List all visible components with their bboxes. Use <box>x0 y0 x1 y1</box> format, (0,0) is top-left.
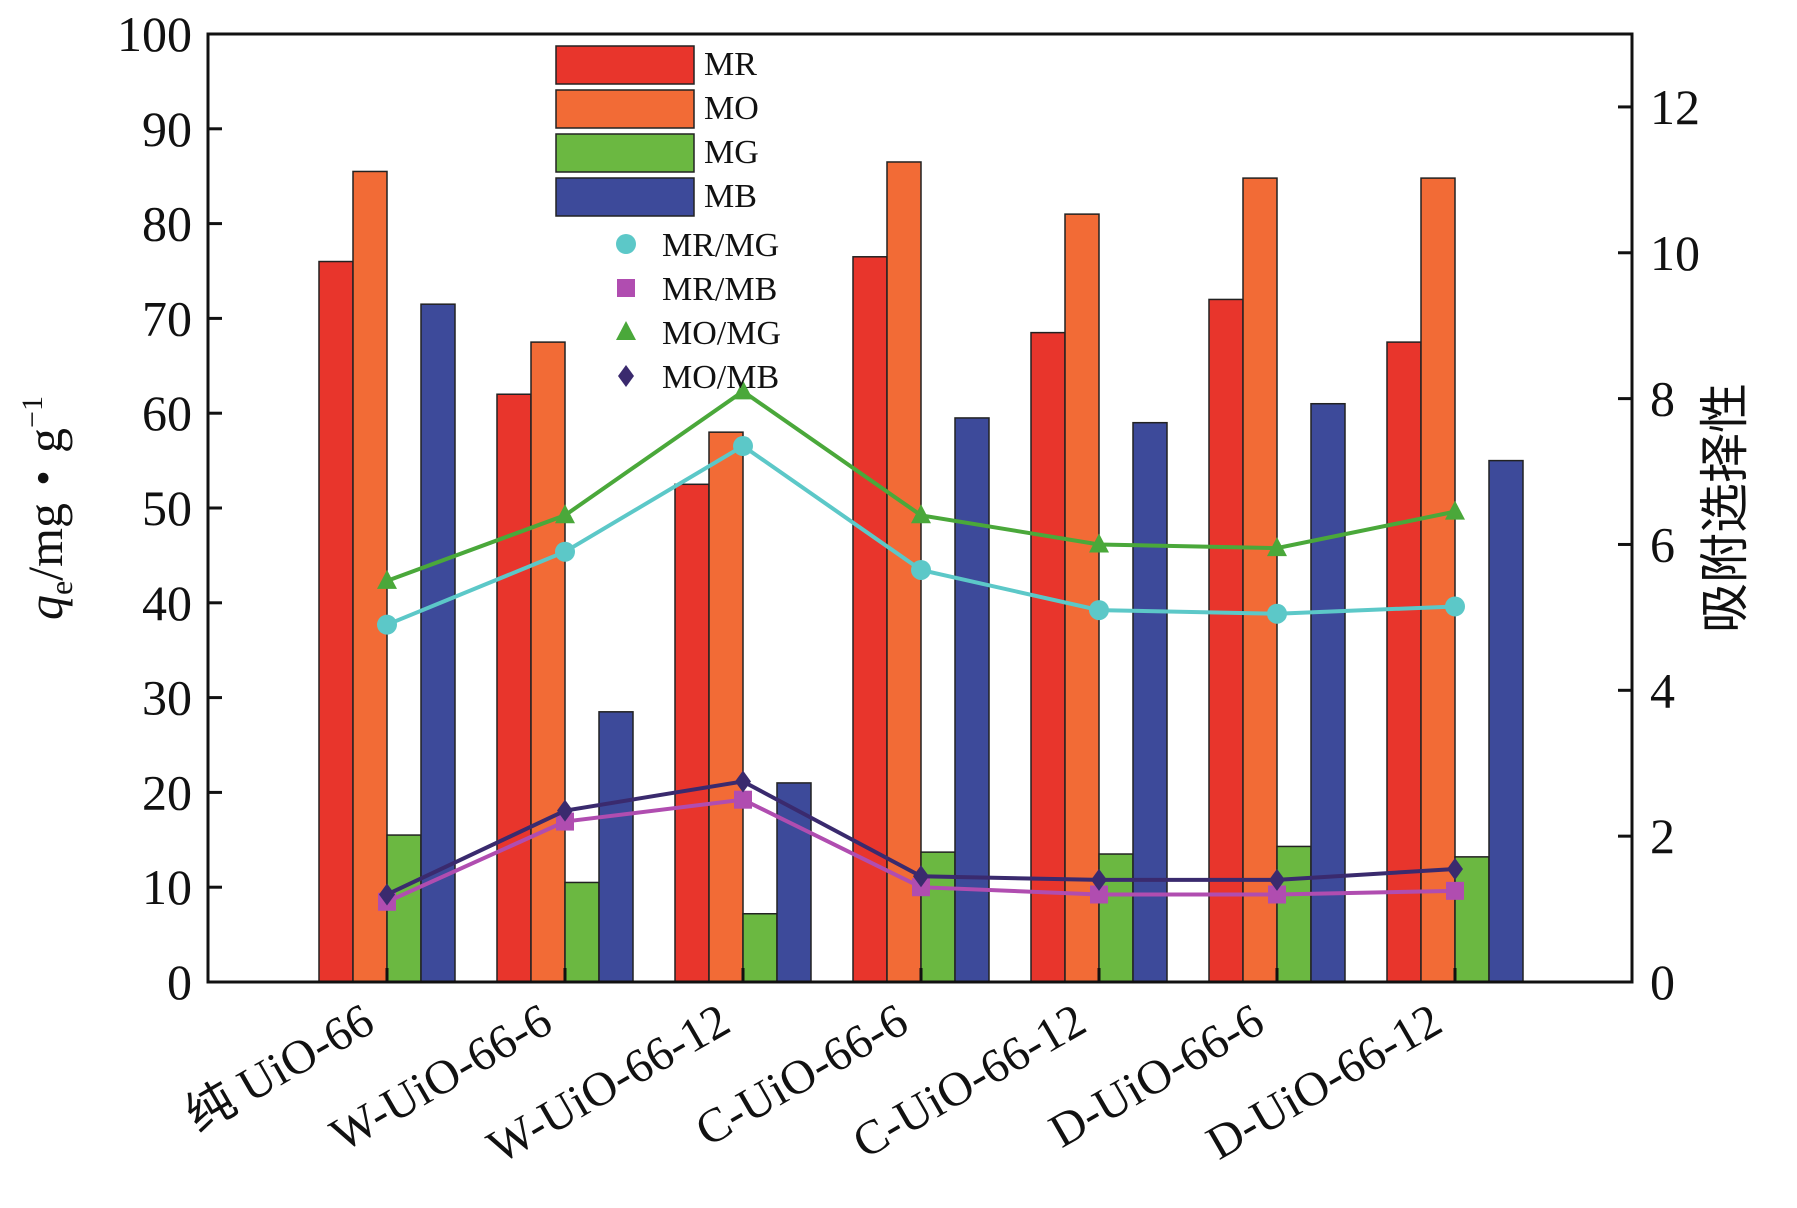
bar-mb-4: MB: 59.5 <box>954 417 990 983</box>
point-mo-mg-7 <box>1445 500 1465 520</box>
legend-label-mr-mg: MR/MG <box>662 227 779 264</box>
point-mr-mg-3 <box>733 436 753 457</box>
bar-mb-5: MB: 59 <box>1132 421 1168 983</box>
bar-mr-6: MR: 72 <box>1208 298 1244 983</box>
bar-mo-7: MO: 84.8 <box>1420 177 1456 983</box>
legend: MR MO MG MB MR/MG MR/MB MO/MG MO/MB <box>555 45 781 396</box>
point-mo-mg-4 <box>911 504 931 524</box>
point-mo-mg-5 <box>1089 533 1109 553</box>
bar-mo-2: MO: 67.5 <box>530 341 566 983</box>
left-tick-label-9: 80 <box>142 196 192 252</box>
y-axis-label-right: 吸附选择性 <box>1697 383 1753 633</box>
right-tick-label-3: 4 <box>1650 662 1675 718</box>
legend-label-mo-mg: MO/MG <box>662 315 781 352</box>
point-mo-mg-2 <box>555 504 575 524</box>
point-mo-mb-5 <box>1091 868 1107 891</box>
point-mo-mb-2 <box>557 799 573 822</box>
point-mr-mb-7 <box>1446 881 1464 900</box>
point-mo-mb-7 <box>1447 857 1463 880</box>
right-tick-label-7: 12 <box>1650 79 1700 135</box>
bar-mb-7: MB: 55 <box>1488 459 1524 983</box>
left-tick-label-2: 10 <box>142 859 192 915</box>
bar-mo-6: MO: 84.8 <box>1242 177 1278 983</box>
y-label-part: /mg・g <box>17 428 73 581</box>
legend-marker-mo-mb <box>618 365 634 387</box>
left-tick-label-7: 60 <box>142 385 192 441</box>
bar-mr-2: MR: 62 <box>496 393 532 983</box>
left-tick-label-5: 40 <box>142 575 192 631</box>
point-mr-mb-6 <box>1268 885 1286 904</box>
bar-mo-5: MO: 81 <box>1064 213 1100 983</box>
right-tick-label-1: 0 <box>1650 954 1675 1010</box>
bar-mr-5: MR: 68.5 <box>1030 331 1066 983</box>
y-axis-label-left: qe/mg・g−1 <box>16 396 79 620</box>
point-mo-mb-3 <box>735 770 751 793</box>
bar-mg-3: MG: 7.2 <box>742 912 778 983</box>
left-tick-label-1: 0 <box>167 954 192 1010</box>
point-mr-mg-7 <box>1445 596 1465 617</box>
right-tick-label-4: 6 <box>1650 516 1675 572</box>
point-mr-mb-5 <box>1090 885 1108 904</box>
right-tick-label-6: 10 <box>1650 225 1700 281</box>
point-mo-mg-1 <box>377 569 397 589</box>
point-mo-mb-6 <box>1269 868 1285 891</box>
bar-mo-3: MO: 58 <box>708 431 744 983</box>
legend-swatch-mb <box>555 177 695 217</box>
left-tick-label-4: 30 <box>142 670 192 726</box>
bar-mb-6: MB: 61 <box>1310 402 1346 983</box>
legend-marker-mr-mg <box>616 234 636 254</box>
point-mr-mg-6 <box>1267 603 1287 624</box>
left-tick-label-6: 50 <box>142 480 192 536</box>
legend-marker-mo-mg <box>616 321 636 340</box>
y-label-part: e <box>43 581 79 595</box>
left-tick-label-3: 20 <box>142 764 192 820</box>
bar-mb-2: MB: 28.5 <box>598 711 634 983</box>
legend-swatch-mo <box>555 89 695 129</box>
lines-layer <box>377 380 1465 911</box>
legend-marker-mr-mb <box>617 279 635 297</box>
legend-label-mb: MB <box>704 178 757 215</box>
bar-mr-1: MR: 76 <box>318 260 354 983</box>
bar-mr-7: MR: 67.5 <box>1386 341 1422 983</box>
bar-mo-1: MO: 85.5 <box>352 170 388 983</box>
legend-label-mr-mb: MR/MB <box>662 271 777 308</box>
bars-layer: MR: 76 MR: 62 MR: 52.5 MR: 76.5 MR: 68.5 MR: … <box>318 161 1524 983</box>
point-mr-mg-4 <box>911 559 931 580</box>
bar-mr-3: MR: 52.5 <box>674 483 710 983</box>
y-label-part: q <box>17 595 73 620</box>
bar-mg-4: MG: 13.7 <box>920 851 956 983</box>
bar-mg-5: MG: 13.5 <box>1098 853 1134 983</box>
bar-mg-7: MG: 13.2 <box>1454 856 1490 983</box>
point-mr-mb-3 <box>734 790 752 809</box>
legend-label-mr: MR <box>704 46 757 83</box>
point-mo-mb-4 <box>913 865 929 888</box>
bar-mb-3: MB: 21 <box>776 782 812 983</box>
point-mr-mg-1 <box>377 614 397 635</box>
legend-label-mo-mb: MO/MB <box>662 359 779 396</box>
bar-mg-2: MG: 10.5 <box>564 881 600 983</box>
point-mo-mg-6 <box>1267 537 1287 557</box>
legend-swatch-mg <box>555 133 695 173</box>
left-tick-label-10: 90 <box>142 101 192 157</box>
y-label-part: −1 <box>16 396 49 428</box>
point-mr-mg-2 <box>555 541 575 562</box>
axis-labels-layer: qe/mg・g−1 吸附选择性 <box>16 383 1753 633</box>
left-tick-label-8: 70 <box>142 290 192 346</box>
bar-mg-6: MG: 14.3 <box>1276 845 1312 983</box>
point-mr-mg-5 <box>1089 600 1109 621</box>
point-mo-mb-1 <box>379 883 395 906</box>
left-tick-label-11: 100 <box>117 6 192 62</box>
legend-label-mg: MG <box>704 134 759 171</box>
legend-label-mo: MO <box>704 90 759 127</box>
right-tick-label-5: 8 <box>1650 371 1675 427</box>
bar-mr-4: MR: 76.5 <box>852 256 888 983</box>
legend-swatch-mr <box>555 45 695 85</box>
point-mo-mg-3 <box>733 380 753 400</box>
right-tick-label-2: 2 <box>1650 808 1675 864</box>
